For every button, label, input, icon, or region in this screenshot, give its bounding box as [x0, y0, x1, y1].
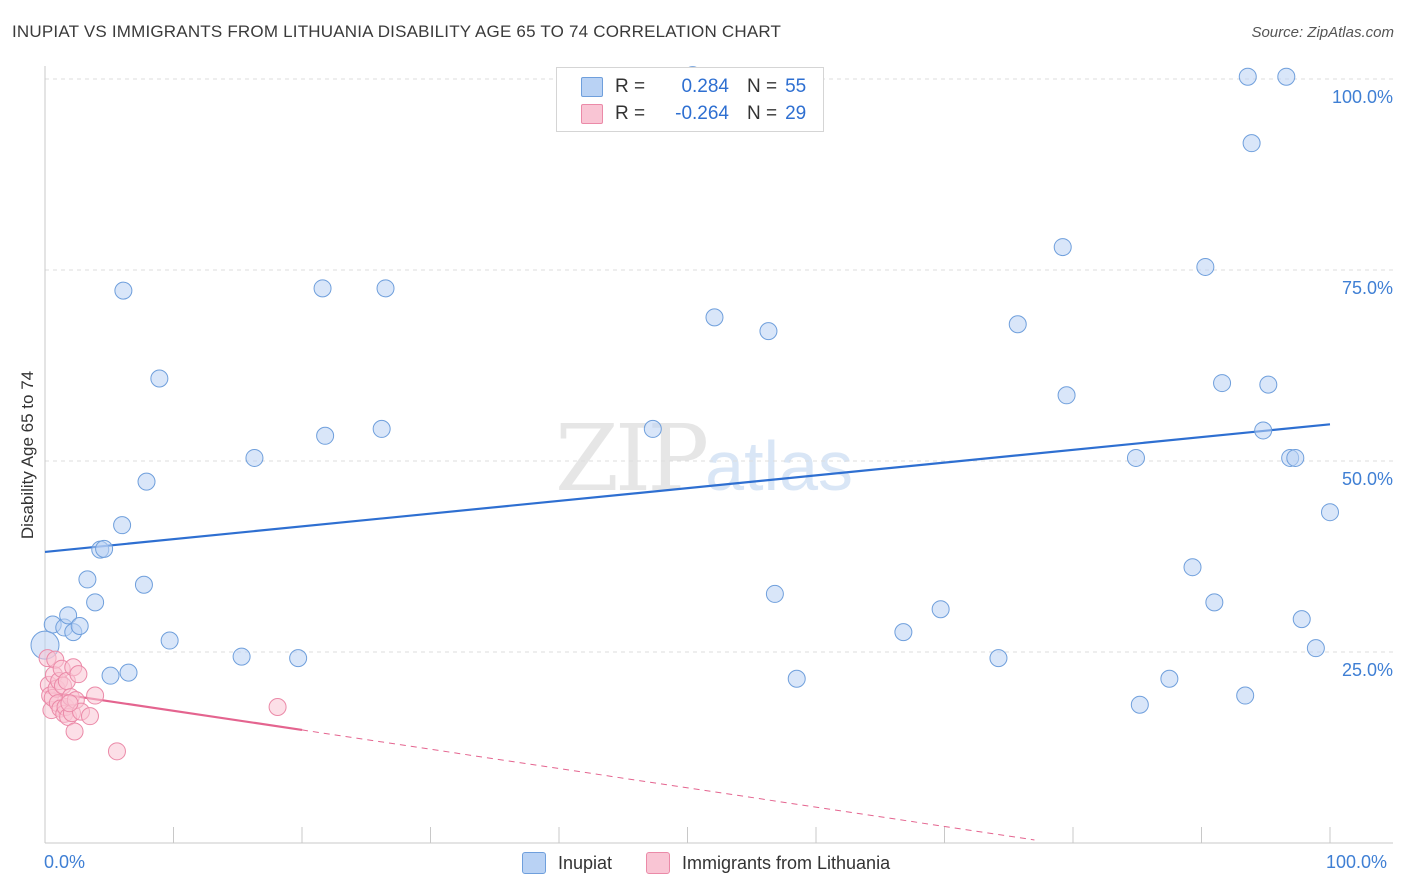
tick-label-layer: 25.0% 50.0% 75.0% 100.0% [1332, 87, 1393, 680]
y-tick-label: 25.0% [1342, 660, 1393, 680]
stats-row-inupiat: R = 0.284 N = 55 [581, 74, 806, 100]
point-inupiat [1236, 686, 1255, 705]
point-inupiat [95, 539, 114, 558]
point-inupiat [787, 669, 806, 688]
point-inupiat [894, 623, 913, 642]
point-inupiat [1242, 134, 1261, 153]
chart-title: INUPIAT VS IMMIGRANTS FROM LITHUANIA DIS… [12, 22, 782, 41]
point-inupiat [1130, 695, 1149, 714]
point-inupiat [59, 606, 78, 625]
n-value-lithuania: 29 [785, 103, 807, 124]
point-lithuania [65, 722, 84, 741]
r-value-inupiat: 0.284 [681, 76, 729, 97]
y-axis-label: Disability Age 65 to 74 [18, 370, 37, 540]
point-inupiat [1321, 503, 1339, 522]
point-inupiat [313, 279, 332, 298]
point-inupiat [1008, 315, 1027, 334]
point-inupiat [113, 516, 132, 535]
point-inupiat [245, 448, 264, 467]
point-inupiat [1053, 238, 1072, 257]
y-tick-label: 50.0% [1342, 469, 1393, 489]
point-inupiat [931, 600, 950, 619]
legend-label-inupiat: Inupiat [558, 852, 613, 873]
stats-row-lithuania: R = -0.264 N = 29 [581, 101, 806, 127]
trend-layer [44, 423, 1331, 841]
point-inupiat [1254, 421, 1273, 440]
y-tick-label: 75.0% [1342, 278, 1393, 298]
legend: Inupiat Immigrants from Lithuania [0, 852, 1406, 878]
point-inupiat [232, 647, 251, 666]
r-label: R = [615, 76, 646, 97]
n-label: N = [747, 76, 778, 97]
point-lithuania [60, 694, 79, 713]
point-inupiat [160, 631, 179, 650]
trend-line-inupiat [44, 423, 1331, 554]
point-inupiat [643, 419, 662, 438]
point-inupiat [1183, 558, 1202, 577]
point-inupiat [1306, 639, 1325, 658]
legend-swatch-lithuania [646, 852, 670, 874]
point-lithuania [107, 742, 126, 761]
point-inupiat [134, 575, 153, 594]
point-inupiat [1196, 257, 1215, 276]
legend-label-lithuania: Immigrants from Lithuania [682, 852, 891, 873]
point-inupiat [101, 666, 120, 685]
point-inupiat [150, 369, 169, 388]
point-inupiat [78, 570, 97, 589]
point-inupiat [372, 419, 391, 438]
point-inupiat [1277, 67, 1296, 86]
trend-line-extension-lithuania [301, 729, 1035, 841]
point-inupiat [119, 663, 138, 682]
point-inupiat [705, 308, 724, 327]
point-inupiat [1205, 593, 1224, 612]
n-value-inupiat: 55 [785, 76, 807, 97]
point-lithuania [69, 665, 88, 684]
point-inupiat [765, 584, 784, 603]
point-inupiat [70, 617, 89, 636]
point-lithuania [80, 707, 99, 726]
legend-item-lithuania[interactable]: Immigrants from Lithuania [646, 852, 890, 874]
point-inupiat [1057, 386, 1076, 405]
point-inupiat [376, 279, 395, 298]
n-label: N = [747, 103, 778, 124]
point-inupiat [1286, 448, 1305, 467]
inupiat-swatch [581, 77, 603, 97]
point-inupiat [1238, 67, 1257, 86]
x-tick-label-min: 0.0% [44, 852, 86, 872]
legend-swatch-inupiat [522, 852, 546, 874]
point-layer [30, 66, 1339, 761]
point-inupiat [86, 593, 105, 612]
point-inupiat [114, 281, 133, 300]
point-inupiat [1292, 610, 1311, 629]
point-inupiat [1126, 448, 1145, 467]
point-lithuania [268, 698, 287, 717]
legend-item-inupiat[interactable]: Inupiat [522, 852, 612, 874]
point-lithuania [86, 686, 105, 705]
r-value-lithuania: -0.264 [675, 103, 729, 124]
point-inupiat [289, 649, 308, 668]
point-inupiat [137, 472, 156, 491]
stats-box: R = 0.284 N = 55 R = -0.264 N = 29 [556, 67, 824, 132]
point-inupiat [1213, 374, 1232, 393]
point-inupiat [1259, 375, 1278, 394]
source-label: Source: ZipAtlas.com [1251, 24, 1394, 41]
point-inupiat [316, 426, 335, 445]
watermark-atlas: atlas [705, 427, 854, 505]
lithuania-swatch [581, 104, 603, 124]
y-tick-label: 100.0% [1332, 87, 1393, 107]
x-tick-label-max: 100.0% [1326, 852, 1388, 872]
point-inupiat [989, 649, 1008, 668]
r-label: R = [615, 103, 646, 124]
point-inupiat [759, 322, 778, 341]
point-inupiat [1160, 669, 1179, 688]
